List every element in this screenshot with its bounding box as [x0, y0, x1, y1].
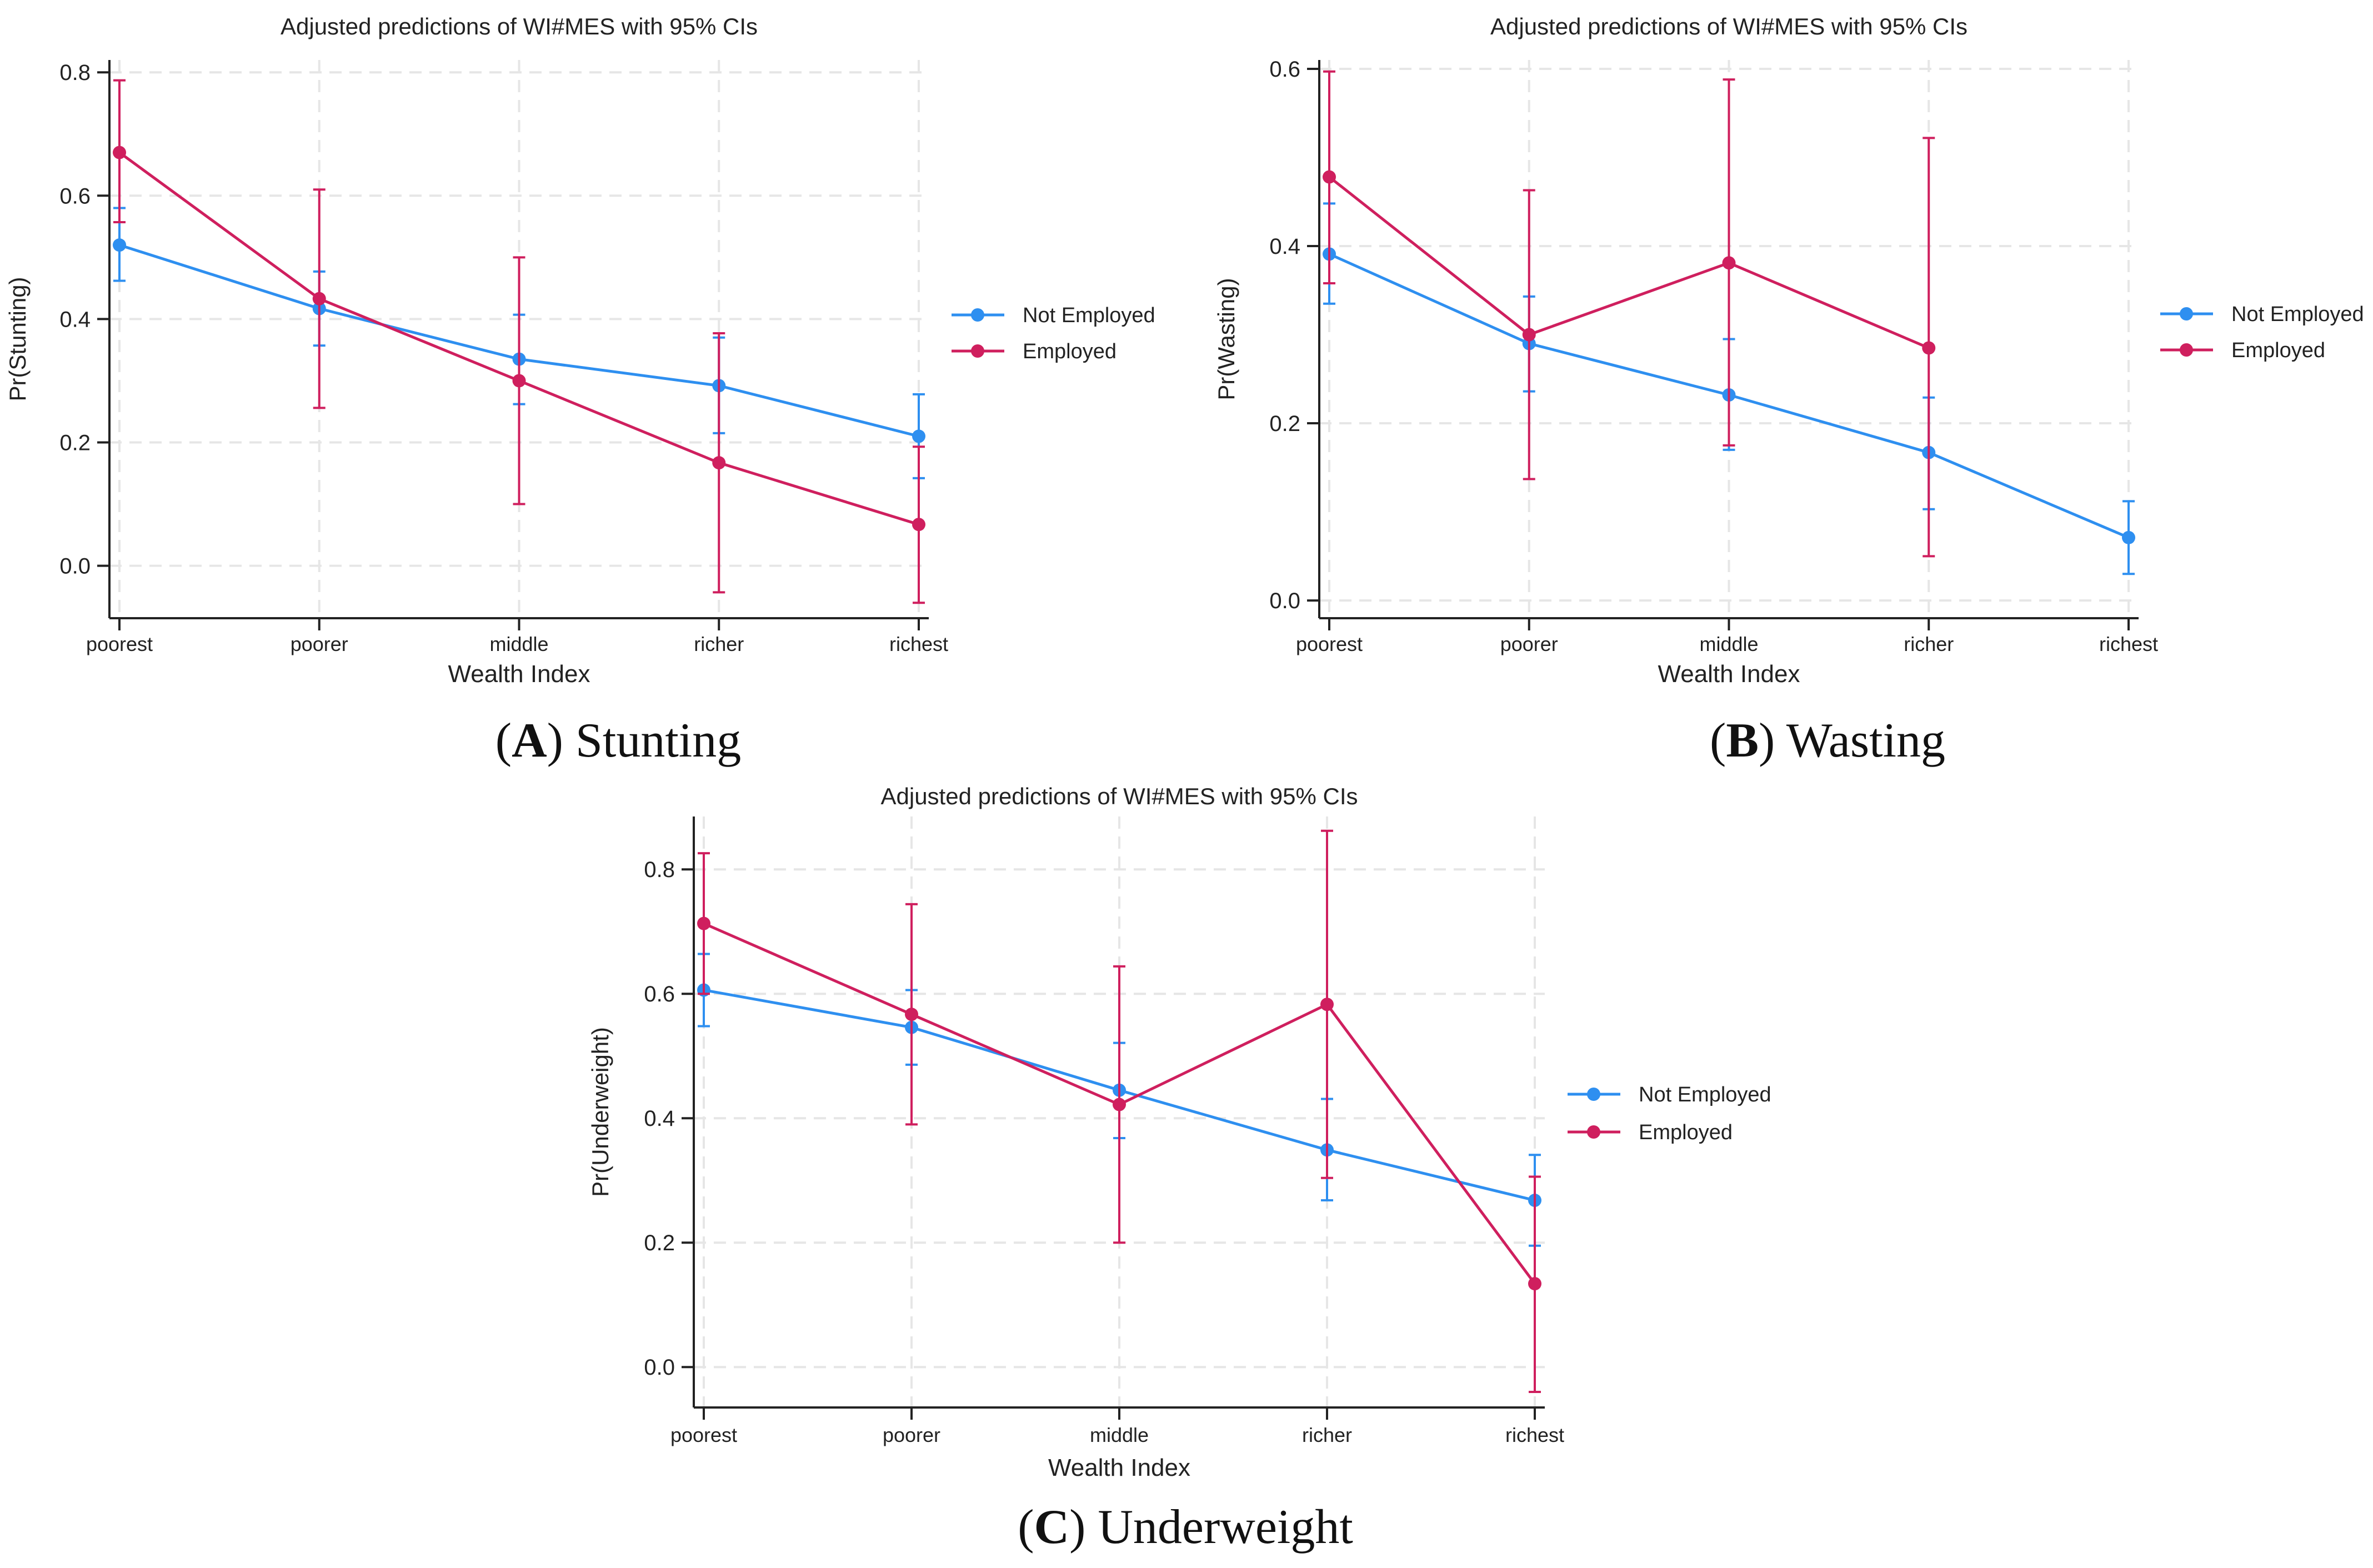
legend-marker	[971, 344, 984, 358]
x-tick-label: middle	[1090, 1424, 1149, 1446]
chart-title: Adjusted predictions of WI#MES with 95% …	[281, 13, 758, 39]
legend-marker	[2180, 343, 2193, 357]
y-tick-label: 0.4	[59, 307, 91, 332]
chart-stunting: 0.0 0.2 0.4 0.6 0.8 poorest poorer middle richer…	[4, 13, 1155, 768]
data-point	[905, 1008, 918, 1021]
data-point	[712, 456, 726, 470]
y-axis-title: Pr(Underweight)	[587, 1027, 613, 1197]
x-tick-label: middle	[1699, 633, 1758, 655]
data-point	[697, 916, 710, 930]
panel-caption: (B) Wasting	[1710, 714, 1945, 768]
legend-label: Employed	[1639, 1121, 1733, 1144]
x-tick-label: poorer	[1500, 633, 1558, 655]
x-tick-label: poorer	[883, 1424, 940, 1446]
y-tick-label: 0.0	[1269, 589, 1300, 613]
y-tick-label: 0.4	[1269, 234, 1300, 259]
chart-title: Adjusted predictions of WI#MES with 95% …	[1490, 13, 1968, 39]
x-axis-title: Wealth Index	[448, 660, 590, 688]
legend: Not Employed Employed	[2160, 303, 2364, 362]
data-point	[1323, 170, 1336, 184]
legend-marker	[971, 308, 984, 322]
data-point	[2122, 530, 2135, 544]
data-point	[512, 374, 526, 388]
y-tick-label: 0.6	[644, 982, 675, 1006]
x-tick-label: middle	[489, 633, 548, 655]
y-tick-label: 0.2	[1269, 412, 1300, 436]
series-employed	[113, 79, 925, 604]
data-point	[912, 518, 925, 532]
y-tick-label: 0.6	[59, 184, 91, 208]
legend: Not Employed Employed	[952, 304, 1155, 363]
legend-marker	[1587, 1088, 1600, 1101]
x-tick-label: richer	[1302, 1424, 1352, 1446]
x-tick-label: richer	[1904, 633, 1954, 655]
y-tick-label: 0.2	[644, 1231, 675, 1255]
x-tick-label: poorest	[86, 633, 153, 655]
x-tick-label: poorest	[670, 1424, 737, 1446]
chart-wasting: 0.0 0.2 0.4 0.6 poorest poorer middle richer ric…	[1213, 13, 2364, 768]
y-tick-label: 0.0	[644, 1355, 675, 1380]
y-tick-label: 0.8	[59, 61, 91, 85]
data-point	[113, 146, 126, 159]
data-point	[1528, 1277, 1541, 1291]
x-tick-label: poorer	[291, 633, 348, 655]
data-point	[912, 429, 925, 443]
data-point	[1113, 1098, 1126, 1111]
data-point	[1522, 328, 1536, 342]
series-employed	[1323, 70, 1936, 558]
chart-title: Adjusted predictions of WI#MES with 95% …	[880, 783, 1358, 809]
legend-label: Employed	[2231, 339, 2325, 362]
y-tick-label: 0.2	[59, 431, 91, 455]
y-tick-label: 0.0	[59, 554, 91, 579]
legend-marker	[1587, 1125, 1600, 1139]
legend-marker	[2180, 307, 2193, 320]
y-axis-title: Pr(Stunting)	[4, 277, 31, 401]
x-tick-label: richest	[2099, 633, 2158, 655]
y-tick-label: 0.4	[644, 1106, 675, 1131]
data-point	[312, 292, 326, 305]
panel-caption: (C) Underweight	[1018, 1500, 1353, 1554]
data-point	[113, 238, 126, 252]
y-axis-title: Pr(Wasting)	[1213, 278, 1239, 400]
legend-label: Employed	[1023, 340, 1117, 363]
legend-label: Not Employed	[1023, 304, 1155, 327]
legend-label: Not Employed	[2231, 303, 2364, 326]
x-tick-label: poorest	[1296, 633, 1363, 655]
x-axis-title: Wealth Index	[1048, 1454, 1190, 1481]
legend: Not Employed Employed	[1568, 1083, 1771, 1144]
x-tick-label: richer	[694, 633, 744, 655]
data-point	[1320, 998, 1334, 1011]
series-line	[1328, 176, 1930, 349]
data-point	[1922, 341, 1936, 355]
y-tick-label: 0.6	[1269, 57, 1300, 82]
x-axis-title: Wealth Index	[1658, 660, 1800, 688]
series-employed	[697, 829, 1541, 1393]
chart-underweight: 0.0 0.2 0.4 0.6 0.8 poorest poorer middle richer…	[587, 783, 1771, 1554]
x-tick-label: richest	[889, 633, 948, 655]
panel-caption: (A) Stunting	[495, 714, 741, 768]
x-tick-label: richest	[1505, 1424, 1564, 1446]
legend-label: Not Employed	[1639, 1083, 1771, 1106]
data-point	[1722, 256, 1736, 270]
y-tick-label: 0.8	[644, 858, 675, 882]
